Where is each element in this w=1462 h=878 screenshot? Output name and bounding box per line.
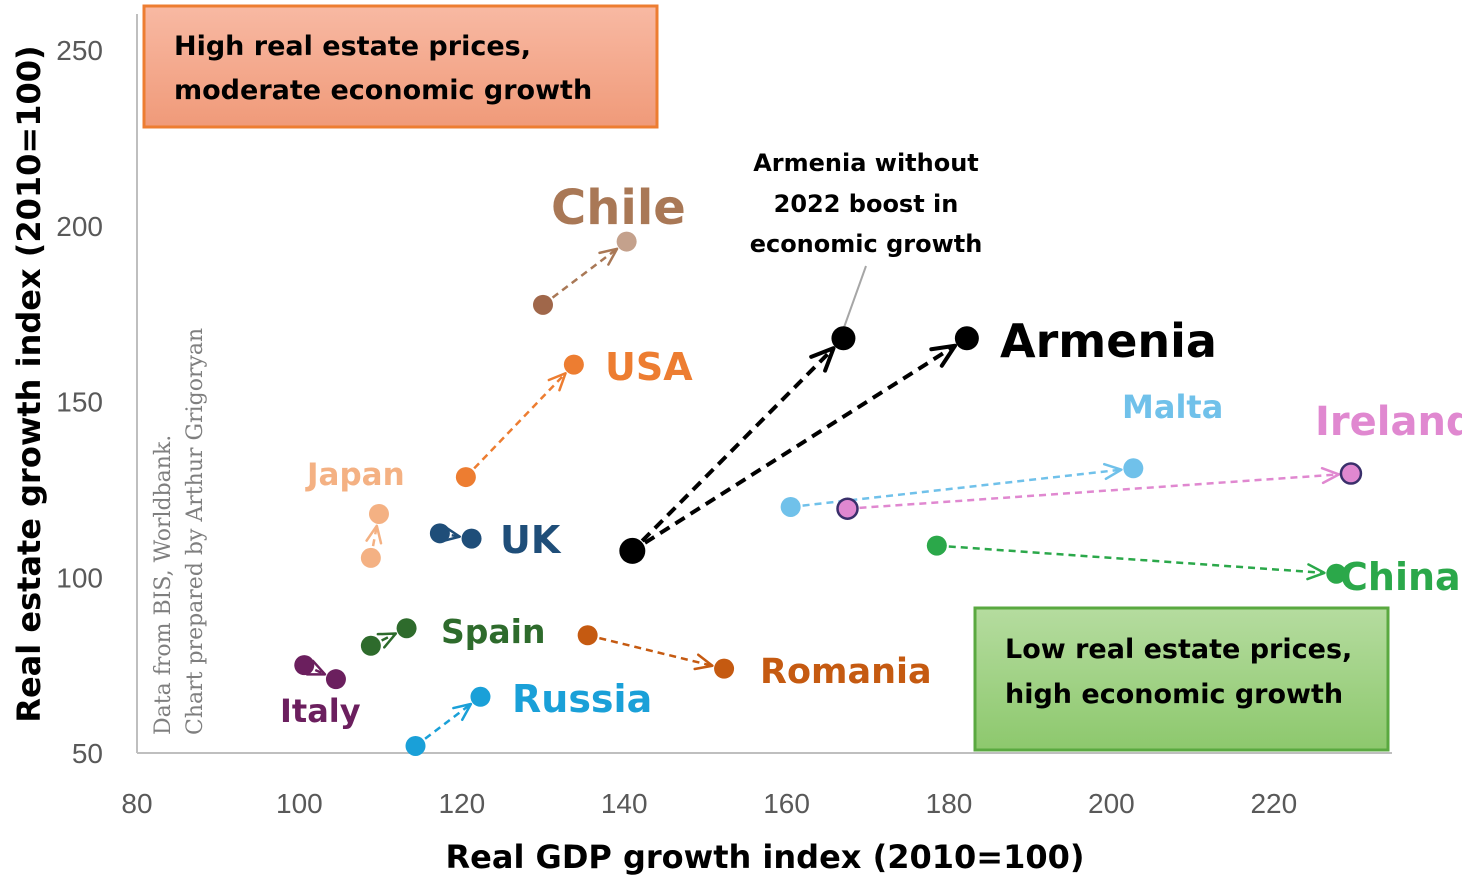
top-quadrant-box: High real estate prices, moderate econom…	[142, 4, 659, 129]
data-credit: Data from BIS, Worldbank. Chart prepared…	[151, 328, 208, 735]
japan-start-point	[360, 547, 381, 568]
bottom-box-line-2: high economic growth	[1005, 679, 1343, 710]
spain-end-point	[396, 618, 417, 639]
russia-arrow-head	[452, 702, 473, 722]
y-tick-label: 100	[56, 562, 103, 593]
china-arrow-head	[1306, 563, 1326, 581]
ireland-end-point	[1339, 462, 1363, 485]
uk-end-point	[461, 528, 482, 549]
top-box-line-1: High real estate prices,	[174, 31, 531, 62]
x-tick-label: 140	[601, 788, 648, 819]
chile-start-point	[533, 294, 553, 315]
malta-arrow-line	[802, 468, 1122, 507]
usa-start-point	[455, 467, 476, 488]
top-box-line-2: moderate economic growth	[174, 75, 592, 106]
usa-arrow-line	[473, 372, 567, 470]
japan-end-point	[368, 503, 389, 524]
armenia-note-line-2: 2022 boost in	[774, 190, 959, 218]
russia-label: Russia	[512, 677, 652, 721]
bottom-box-line-1: Low real estate prices,	[1005, 634, 1352, 665]
y-tick-label: 200	[56, 211, 103, 242]
x-tick-label: 100	[276, 788, 323, 819]
armenia-end-point	[954, 326, 979, 351]
bottom-box-rect	[973, 606, 1390, 752]
china-end-point	[1326, 563, 1347, 584]
italy-arrow-line	[314, 668, 326, 676]
malta-start-point	[780, 496, 801, 517]
armenia-no-boost-arrow-head	[809, 346, 836, 373]
ireland-arrow-line	[859, 473, 1340, 510]
chile-end-point	[616, 231, 637, 252]
spain-arrow-head	[376, 632, 398, 649]
usa-end-point	[563, 354, 584, 375]
italy-arrow-head	[305, 659, 327, 676]
uk-start-point	[429, 523, 450, 544]
armenia-arrow-line	[643, 344, 957, 545]
y-tick-label: 250	[56, 35, 103, 66]
x-axis-title: Real GDP growth index (2010=100)	[446, 838, 1085, 876]
italy-start-point	[294, 655, 315, 676]
ireland-label: Ireland	[1315, 399, 1462, 445]
romania-arrow-line	[599, 636, 713, 668]
x-tick-labels: 80 100 120 140 160 180 200 220	[121, 788, 1297, 819]
y-axis-title: Real estate growth index (2010=100)	[10, 45, 48, 722]
usa-arrow-head	[547, 371, 567, 392]
italy-label: Italy	[280, 692, 361, 730]
romania-label: Romania	[760, 652, 932, 692]
x-tick-label: 200	[1088, 788, 1135, 819]
romania-arrow-head	[693, 653, 714, 671]
chile-label: Chile	[551, 180, 686, 236]
x-tick-label: 220	[1250, 788, 1297, 819]
armenia-arrow-head	[929, 343, 958, 368]
x-tick-label: 160	[763, 788, 810, 819]
series-points	[294, 231, 1363, 756]
chile-arrow-line	[551, 247, 618, 299]
spain-label: Spain	[441, 612, 545, 651]
series-arrows	[305, 247, 1341, 740]
armenia-label: Armenia	[1000, 314, 1217, 368]
malta-arrow-head	[1102, 462, 1123, 481]
russia-end-point	[470, 686, 491, 707]
series-labels: Chile USA Japan UK Armenia Malta Ireland China S…	[280, 180, 1462, 730]
uk-label: UK	[500, 518, 562, 562]
usa-label: USA	[605, 345, 693, 389]
armenia-no-boost-end-point	[831, 326, 856, 351]
romania-end-point	[714, 658, 735, 679]
credit-line-1: Data from BIS, Worldbank.	[151, 435, 176, 735]
top-box-rect	[142, 4, 659, 129]
y-tick-labels: 50 100 150 200 250	[56, 35, 103, 769]
y-tick-label: 50	[72, 738, 103, 769]
japan-arrow-head	[365, 524, 383, 545]
italy-end-point	[325, 669, 346, 690]
china-arrow-line	[948, 545, 1325, 575]
china-start-point	[926, 535, 947, 556]
bottom-quadrant-box: Low real estate prices, high economic gr…	[973, 606, 1390, 752]
armenia-note: Armenia without 2022 boost in economic g…	[750, 149, 983, 334]
spain-start-point	[360, 635, 381, 656]
russia-arrow-line	[424, 703, 472, 740]
japan-label: Japan	[305, 457, 405, 493]
x-tick-label: 80	[121, 788, 152, 819]
russia-start-point	[405, 735, 426, 756]
armenia-note-leader	[841, 265, 867, 334]
ireland-arrow-head	[1320, 466, 1341, 485]
malta-label: Malta	[1122, 388, 1223, 426]
x-tick-label: 120	[438, 788, 485, 819]
armenia-note-line-3: economic growth	[750, 230, 983, 258]
china-label: China	[1340, 555, 1461, 599]
japan-arrow-line	[371, 525, 379, 547]
armenia-no-boost-arrow-line	[640, 346, 835, 543]
armenia-start-point	[619, 537, 646, 564]
uk-arrow-head	[441, 525, 461, 543]
x-tick-label: 180	[926, 788, 973, 819]
credit-line-2: Chart prepared by Arthur Grigoryan	[183, 328, 208, 735]
armenia-note-line-1: Armenia without	[753, 149, 979, 177]
chile-arrow-head	[598, 247, 619, 266]
malta-end-point	[1123, 458, 1144, 479]
romania-start-point	[577, 625, 598, 646]
y-tick-label: 150	[56, 387, 103, 418]
ireland-start-point	[836, 497, 859, 520]
